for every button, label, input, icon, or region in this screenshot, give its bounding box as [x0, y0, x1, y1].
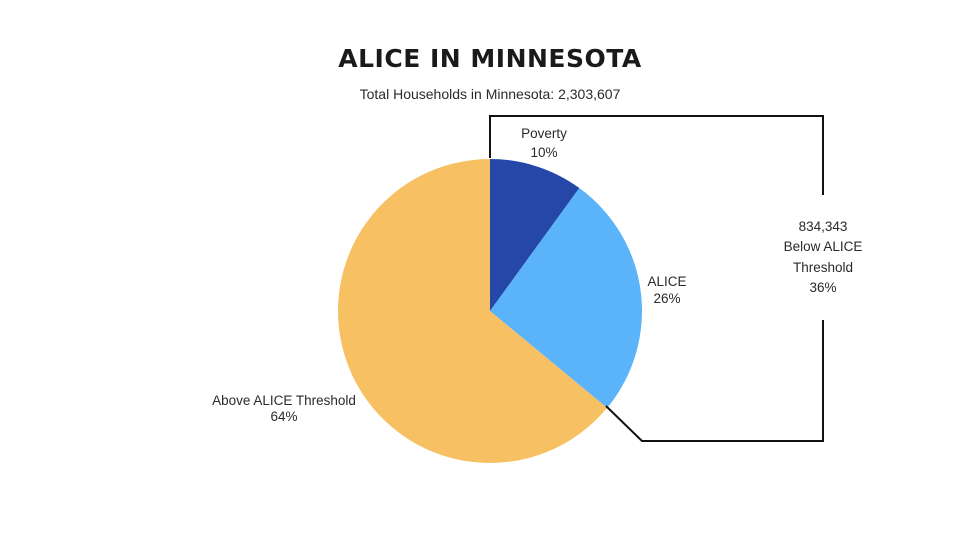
slice-label-poverty-value: 10% [530, 145, 557, 160]
slice-label-above-alice-value: 64% [270, 409, 297, 424]
bracket-label-line-2: Below ALICE [784, 239, 863, 254]
bracket-label-line-1: 834,343 [799, 219, 848, 234]
bracket-label-line-4: 36% [809, 280, 836, 295]
pie-slices [338, 159, 643, 464]
bracket-annotation-line [489, 115, 824, 442]
chart-subtitle: Total Households in Minnesota: 2,303,607 [359, 86, 621, 102]
slice-label-poverty-name: Poverty [521, 126, 567, 141]
pie-slice-poverty [490, 159, 580, 311]
slice-label-above-alice-name: Above ALICE Threshold [212, 393, 356, 408]
chart-title: ALICE IN MINNESOTA [338, 44, 642, 73]
pie-slice-above-alice-threshold [338, 159, 608, 464]
pie-slice-alice [490, 188, 643, 408]
slice-label-alice-value: 26% [653, 291, 680, 306]
bracket-label-line-3: Threshold [793, 260, 853, 275]
slice-label-alice-name: ALICE [647, 274, 686, 289]
